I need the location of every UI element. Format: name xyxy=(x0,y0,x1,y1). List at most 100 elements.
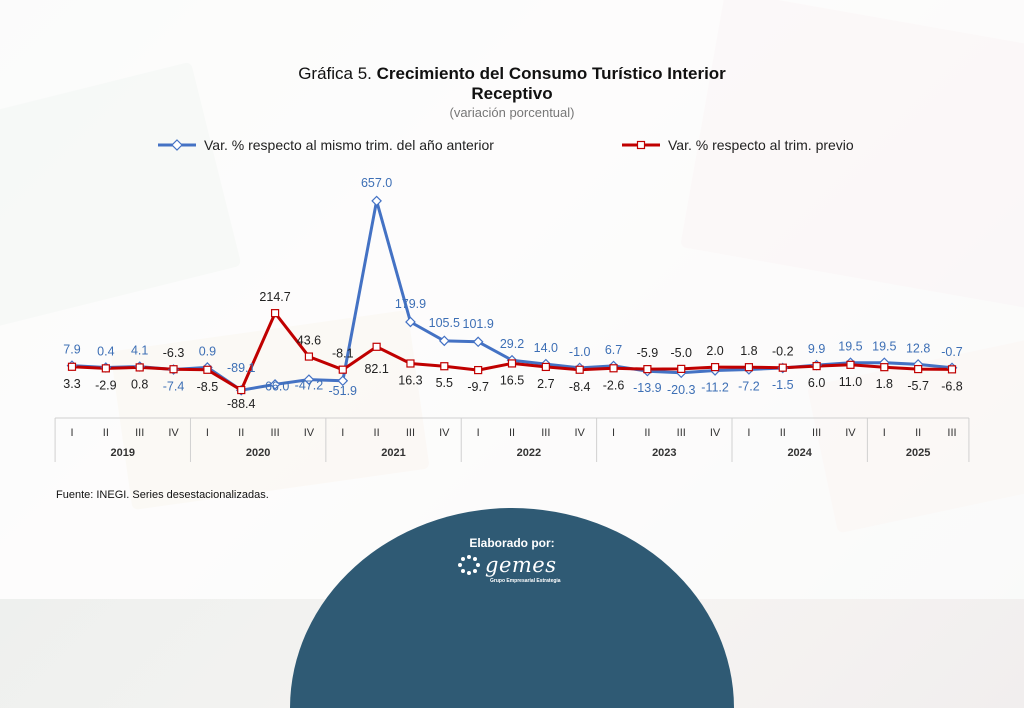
point-marker-qoq xyxy=(440,362,449,371)
data-label-yoy: 657.0 xyxy=(361,176,392,190)
data-label-yoy: 179.9 xyxy=(395,297,426,311)
point-marker-yoy xyxy=(405,316,416,328)
point-marker-qoq xyxy=(169,365,178,374)
x-tick-label: IV xyxy=(439,427,450,439)
data-label-qoq: 82.1 xyxy=(364,362,388,376)
data-label-yoy: 0.9 xyxy=(199,344,216,358)
point-marker-qoq xyxy=(304,352,314,361)
point-marker-yoy xyxy=(303,374,315,385)
data-label-qoq: -5.7 xyxy=(907,379,929,393)
x-tick-label: IV xyxy=(710,427,721,439)
data-label-yoy: 9.9 xyxy=(808,342,825,356)
point-marker-qoq xyxy=(947,365,957,374)
point-marker-yoy xyxy=(337,375,349,387)
point-marker-qoq xyxy=(880,363,889,372)
x-tick-label: I xyxy=(70,427,73,439)
legend-line-blue-icon xyxy=(158,139,196,151)
data-label-yoy: 19.5 xyxy=(872,340,896,354)
data-label-yoy: -7.4 xyxy=(163,380,185,394)
data-label-yoy: -89.1 xyxy=(227,361,256,375)
chart-title-block: Gráfica 5. Crecimiento del Consumo Turís… xyxy=(212,64,812,120)
x-tick-label: II xyxy=(238,427,244,439)
data-label-qoq: -5.9 xyxy=(637,346,659,360)
point-marker-qoq xyxy=(643,365,652,374)
x-tick-label: I xyxy=(206,427,209,439)
data-label-yoy: 0.4 xyxy=(97,345,114,359)
data-label-qoq: -8.1 xyxy=(332,347,354,361)
point-marker-qoq xyxy=(474,365,483,375)
x-tick-label: III xyxy=(947,427,956,439)
gemes-dots-icon xyxy=(458,555,480,575)
x-tick-label: I xyxy=(883,427,886,439)
x-tick-label: IV xyxy=(845,427,856,439)
data-label-yoy: -66.0 xyxy=(261,379,290,393)
data-label-yoy: -0.7 xyxy=(941,345,963,359)
gemes-logo: gemes xyxy=(455,553,557,577)
data-label-qoq: 5.5 xyxy=(436,376,453,390)
data-label-yoy: 14.0 xyxy=(534,341,558,355)
legend-label-yoy: Var. % respecto al mismo trim. del año a… xyxy=(204,137,494,153)
source-note: Fuente: INEGI. Series desestacionalizada… xyxy=(56,489,269,501)
data-label-yoy: 6.7 xyxy=(605,343,622,357)
data-label-qoq: 16.3 xyxy=(398,373,422,387)
x-tick-label: II xyxy=(509,427,515,439)
point-marker-qoq xyxy=(744,363,754,372)
data-label-qoq: -0.2 xyxy=(772,345,794,359)
data-label-qoq: 43.6 xyxy=(297,334,321,348)
data-label-yoy: 29.2 xyxy=(500,337,524,351)
chart-subtitle: (variación porcentual) xyxy=(449,105,575,120)
point-marker-qoq xyxy=(406,359,415,368)
point-marker-qoq xyxy=(677,364,686,373)
data-label-qoq: -6.3 xyxy=(163,346,185,360)
data-label-yoy: -11.2 xyxy=(701,380,729,394)
point-marker-yoy xyxy=(371,195,382,207)
x-tick-label: I xyxy=(612,427,615,439)
data-label-yoy: 101.9 xyxy=(463,317,494,331)
point-marker-qoq xyxy=(338,365,347,374)
legend-line-red-icon xyxy=(622,140,660,150)
data-label-qoq: -6.8 xyxy=(941,379,963,393)
point-marker-qoq xyxy=(609,364,618,373)
legend-item-yoy: Var. % respecto al mismo trim. del año a… xyxy=(158,137,494,153)
legend-label-qoq: Var. % respecto al trim. previo xyxy=(668,137,854,153)
x-tick-label: III xyxy=(135,427,144,439)
data-label-qoq: 2.0 xyxy=(706,344,723,358)
x-tick-label: II xyxy=(374,427,380,439)
data-label-qoq: 1.8 xyxy=(876,377,893,391)
data-label-qoq: 16.5 xyxy=(500,373,524,387)
footer-label: Elaborado por: xyxy=(469,536,555,550)
year-label: 2025 xyxy=(906,447,930,459)
x-tick-label: I xyxy=(747,427,750,439)
x-tick-label: II xyxy=(103,427,109,439)
data-label-yoy: 12.8 xyxy=(906,341,930,355)
data-label-qoq: -8.4 xyxy=(569,380,591,394)
year-label: 2024 xyxy=(787,447,812,459)
data-label-yoy: 19.5 xyxy=(838,340,862,354)
data-label-yoy: -1.5 xyxy=(772,378,794,392)
gemes-logo-tagline: Grupo Empresarial Estrategia xyxy=(490,578,561,584)
chart-title-prefix: Gráfica 5. xyxy=(298,64,372,83)
point-marker-qoq xyxy=(710,363,720,372)
point-marker-yoy xyxy=(472,336,484,348)
x-tick-label: II xyxy=(915,427,921,439)
point-marker-qoq xyxy=(101,364,110,373)
data-label-qoq: -5.0 xyxy=(670,346,692,360)
chart-title-main: Crecimiento del Consumo Turístico Interi… xyxy=(376,64,726,83)
point-marker-qoq xyxy=(575,365,584,374)
point-marker-yoy xyxy=(269,379,281,390)
data-label-yoy: -13.9 xyxy=(633,381,662,395)
point-marker-qoq xyxy=(67,362,77,371)
data-label-yoy: 105.5 xyxy=(429,316,460,330)
point-marker-qoq xyxy=(507,359,517,368)
point-marker-qoq xyxy=(237,385,246,395)
point-marker-qoq xyxy=(541,362,550,372)
x-tick-label: I xyxy=(341,427,344,439)
data-label-qoq: 3.3 xyxy=(63,377,80,391)
point-marker-qoq xyxy=(372,342,381,351)
data-label-yoy: -20.3 xyxy=(667,383,696,397)
point-marker-qoq xyxy=(203,365,212,374)
x-tick-label: IV xyxy=(574,427,585,439)
chart-title: Gráfica 5. Crecimiento del Consumo Turís… xyxy=(212,64,812,84)
data-label-qoq: 214.7 xyxy=(259,290,290,304)
